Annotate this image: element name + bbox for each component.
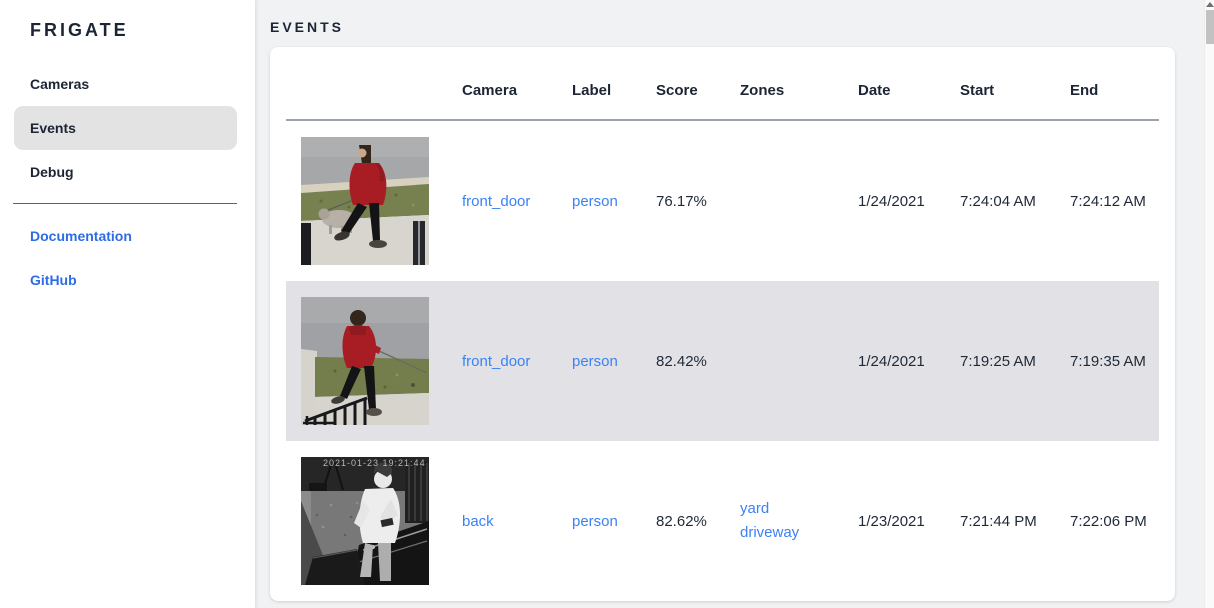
sidebar-divider	[13, 203, 237, 204]
column-header-start: Start	[960, 81, 995, 99]
sidebar-item-debug[interactable]: Debug	[14, 150, 237, 194]
event-thumbnail-cell	[286, 121, 446, 281]
sidebar-item-events[interactable]: Events	[14, 106, 237, 150]
sidebar-link-label: Documentation	[30, 228, 132, 244]
column-header-zones: Zones	[740, 81, 785, 99]
date-value: 1/24/2021	[858, 352, 925, 370]
start-time-value: 7:19:25 AM	[960, 352, 1036, 370]
scrollbar-up-arrow-icon[interactable]	[1205, 2, 1214, 7]
scrollbar-thumb[interactable]	[1205, 10, 1214, 44]
events-table-card: Camera Label Score Zones Date Start End	[270, 47, 1175, 601]
table-header-row: Camera Label Score Zones Date Start End	[286, 47, 1159, 121]
end-time-value: 7:22:06 PM	[1070, 512, 1147, 530]
camera-link[interactable]: front_door	[462, 352, 531, 370]
sidebar-link-documentation[interactable]: Documentation	[0, 214, 255, 258]
sidebar-link-github[interactable]: GitHub	[0, 258, 255, 302]
score-value: 82.62%	[656, 512, 707, 530]
sidebar-item-label: Events	[30, 120, 76, 136]
label-link[interactable]: person	[572, 512, 618, 530]
event-row[interactable]: front_door person 76.17% 1/24/2021 7:24:…	[286, 121, 1159, 281]
label-link[interactable]: person	[572, 352, 618, 370]
column-header-label: Label	[572, 81, 612, 99]
sidebar-nav: Cameras Events Debug Documentation GitHu…	[0, 62, 255, 302]
app-logo: FRIGATE	[30, 20, 129, 40]
event-thumbnail-person-night[interactable]: 2021-01-23 19:21:44	[301, 457, 429, 585]
event-thumbnail-cell	[286, 281, 446, 441]
column-header-score: Score	[656, 81, 698, 99]
column-header-end: End	[1070, 81, 1099, 99]
camera-link[interactable]: front_door	[462, 192, 531, 210]
event-thumbnail-person-red-coat-dog[interactable]	[301, 137, 429, 265]
score-value: 82.42%	[656, 352, 707, 370]
date-value: 1/24/2021	[858, 192, 925, 210]
vertical-scrollbar[interactable]	[1204, 0, 1214, 608]
sidebar-link-label: GitHub	[30, 272, 77, 288]
column-header-thumbnail	[286, 76, 446, 90]
zone-link-yard[interactable]: yard	[740, 500, 770, 517]
sidebar: FRIGATE Cameras Events Debug Documentati…	[0, 0, 255, 608]
label-link[interactable]: person	[572, 192, 618, 210]
camera-link[interactable]: back	[462, 512, 494, 530]
date-value: 1/23/2021	[858, 512, 925, 530]
event-row[interactable]: 2021-01-23 19:21:44 back person 82.62% y…	[286, 441, 1159, 601]
sidebar-item-cameras[interactable]: Cameras	[14, 62, 237, 106]
start-time-value: 7:24:04 AM	[960, 192, 1036, 210]
sidebar-item-label: Debug	[30, 164, 74, 180]
event-thumbnail-person-red-hoodie[interactable]	[301, 297, 429, 425]
thumbnail-timestamp-overlay: 2021-01-23 19:21:44	[323, 458, 426, 468]
score-value: 76.17%	[656, 192, 707, 210]
page-title: EVENTS	[270, 19, 345, 35]
main-content: EVENTS Camera Label Score Zones Date Sta…	[255, 0, 1214, 608]
event-row[interactable]: front_door person 82.42% 1/24/2021 7:19:…	[286, 281, 1159, 441]
sidebar-item-label: Cameras	[30, 76, 90, 92]
event-thumbnail-cell: 2021-01-23 19:21:44	[286, 441, 446, 601]
zone-link-driveway[interactable]: driveway	[740, 524, 800, 541]
column-header-camera: Camera	[462, 81, 518, 99]
zones-cell: yard driveway	[724, 497, 842, 545]
end-time-value: 7:24:12 AM	[1070, 192, 1146, 210]
end-time-value: 7:19:35 AM	[1070, 352, 1146, 370]
column-header-date: Date	[858, 81, 891, 99]
start-time-value: 7:21:44 PM	[960, 512, 1037, 530]
